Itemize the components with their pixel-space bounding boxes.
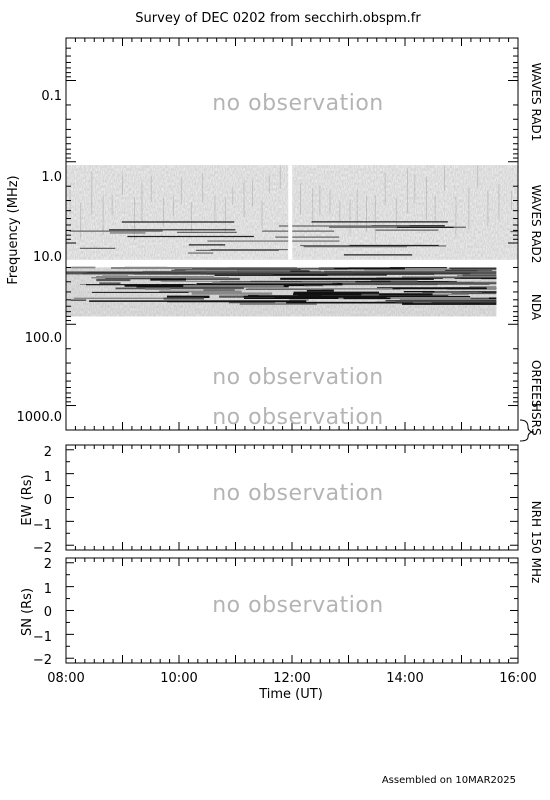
- no-observation-rad1: no observation: [212, 91, 384, 116]
- sn-ytick-m2: −2: [33, 653, 52, 668]
- no-observation-sn: no observation: [212, 593, 384, 618]
- ew-ytick-1: 1: [44, 470, 52, 485]
- nda-band: [66, 271, 497, 275]
- axis-ticks: [65, 37, 519, 663]
- chart-title: Survey of DEC 0202 from secchirh.obspm.f…: [135, 11, 421, 26]
- sn-ytick-0: 0: [44, 605, 52, 620]
- instrument-label-rad2: WAVES RAD2: [529, 185, 543, 264]
- ew-ytick-0: 0: [44, 493, 52, 508]
- xtick-label-1000: 10:00: [160, 671, 197, 686]
- instrument-label-orfees: ORFEES: [529, 360, 543, 407]
- instrument-label-nrh: NRH 150 MHz: [529, 501, 543, 584]
- ew-ytick-m2: −2: [33, 541, 52, 556]
- ytick-label-0.1: 0.1: [41, 89, 62, 104]
- ytick-label-1000: 1000.0: [17, 410, 63, 425]
- no-observation-ew: no observation: [212, 481, 384, 506]
- sn-ytick-2: 2: [44, 557, 52, 572]
- instrument-label-hsrs: HSRS: [529, 403, 543, 436]
- ew-axis-label: EW (Rs): [20, 474, 35, 525]
- hsrs-bracket: [519, 419, 535, 442]
- assembled-date: Assembled on 10MAR2025: [382, 775, 516, 786]
- ytick-label-100: 100.0: [25, 331, 62, 346]
- frequency-axis-label: Frequency (MHz): [6, 175, 21, 284]
- x-axis-label: Time (UT): [258, 687, 323, 702]
- coverage-waves-rad2: [66, 165, 518, 260]
- instrument-label-rad1: WAVES RAD1: [529, 63, 543, 142]
- sn-ytick-m1: −1: [33, 630, 52, 645]
- xtick-label-1200: 12:00: [273, 671, 310, 686]
- coverage-nda: [66, 266, 497, 317]
- no-observation-orfees: no observation: [212, 365, 384, 390]
- xtick-label-1400: 14:00: [386, 671, 423, 686]
- ytick-label-1: 1.0: [41, 170, 62, 185]
- instrument-label-nda: NDA: [529, 294, 543, 321]
- ew-ytick-2: 2: [44, 445, 52, 460]
- no-observation-hsrs: no observation: [212, 405, 384, 430]
- xtick-label-1600: 16:00: [499, 671, 536, 686]
- ew-ytick-m1: −1: [33, 518, 52, 533]
- sn-axis-label: SN (Rs): [20, 588, 35, 636]
- spectrogram: [66, 165, 518, 317]
- ytick-label-10: 10.0: [33, 250, 62, 265]
- sn-ytick-1: 1: [44, 582, 52, 597]
- rad2-gap: [288, 165, 293, 260]
- xtick-label-0800: 08:00: [47, 671, 84, 686]
